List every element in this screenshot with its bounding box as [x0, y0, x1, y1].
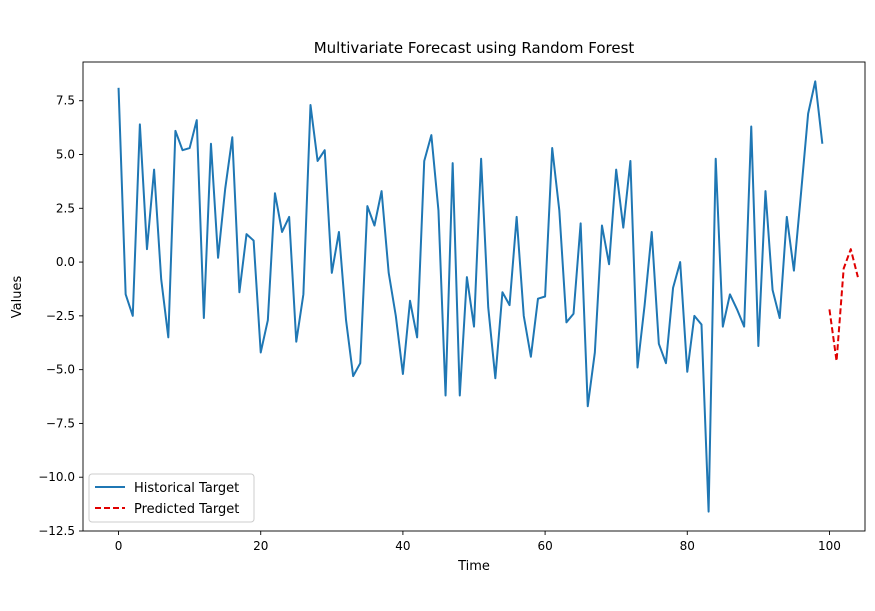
- y-tick-label: −7.5: [46, 416, 75, 430]
- x-tick-label: 0: [115, 539, 123, 553]
- y-tick-label: 7.5: [56, 94, 75, 108]
- y-tick-label: −5.0: [46, 363, 75, 377]
- x-tick-label: 60: [537, 539, 552, 553]
- plot-frame: [82, 61, 866, 532]
- legend: Historical Target Predicted Target: [88, 473, 255, 523]
- x-tick-label: 20: [253, 539, 268, 553]
- y-axis-label: Values: [10, 276, 25, 319]
- y-tick-label: 0.0: [56, 255, 75, 269]
- x-axis: 0 20 40 60 80 100: [115, 531, 841, 553]
- y-axis: −12.5 −10.0 −7.5 −5.0 −2.5 0.0 2.5 5.0 7.5: [38, 94, 83, 538]
- x-tick-label: 80: [680, 539, 695, 553]
- legend-box: [88, 473, 255, 523]
- legend-label-historical: Historical Target: [134, 481, 239, 496]
- series-line-0: [117, 80, 824, 513]
- series-line-1: [828, 248, 859, 363]
- y-tick-label: 2.5: [56, 201, 75, 215]
- y-tick-label: −10.0: [38, 470, 75, 484]
- x-axis-label: Time: [457, 559, 490, 574]
- x-tick-label: 100: [818, 539, 841, 553]
- y-tick-label: 5.0: [56, 148, 75, 162]
- x-tick-label: 40: [395, 539, 410, 553]
- legend-label-predicted: Predicted Target: [134, 502, 239, 517]
- chart-title: Multivariate Forecast using Random Fores…: [314, 39, 635, 57]
- y-tick-label: −2.5: [46, 309, 75, 323]
- y-tick-label: −12.5: [38, 524, 75, 538]
- series-layer: [117, 80, 859, 513]
